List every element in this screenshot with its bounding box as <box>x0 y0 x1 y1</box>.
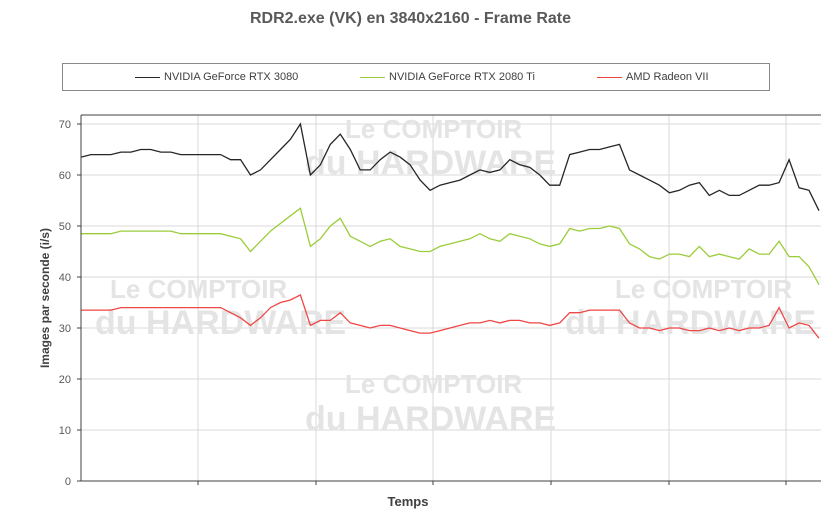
legend-label: AMD Radeon VII <box>626 71 709 83</box>
legend-item-rtx3080: NVIDIA GeForce RTX 3080 <box>135 71 298 83</box>
y-tick-label: 60 <box>59 170 71 182</box>
y-tick-label: 30 <box>59 323 71 335</box>
watermark-line1: Le COMPTOIR <box>110 274 287 304</box>
y-tick-label: 0 <box>65 476 71 488</box>
y-tick-label: 20 <box>59 374 71 386</box>
legend-item-rtx2080ti: NVIDIA GeForce RTX 2080 Ti <box>360 71 535 83</box>
legend-label: NVIDIA GeForce RTX 2080 Ti <box>389 71 535 83</box>
legend-swatch <box>135 76 160 78</box>
x-axis-label: Temps <box>388 494 429 509</box>
series-line-1 <box>81 207 820 285</box>
legend-item-radeon-vii: AMD Radeon VII <box>597 71 709 83</box>
watermark-line1: Le COMPTOIR <box>615 274 792 304</box>
watermark-line1: Le COMPTOIR <box>345 114 522 144</box>
watermark-line2: du HARDWARE <box>95 304 346 342</box>
series-line-2 <box>81 293 820 339</box>
legend-swatch <box>597 76 622 78</box>
y-tick-label: 70 <box>59 119 71 131</box>
y-tick-label: 10 <box>59 425 71 437</box>
legend-label: NVIDIA GeForce RTX 3080 <box>164 71 299 83</box>
watermark-line2: du HARDWARE <box>305 400 556 438</box>
watermark-line1: Le COMPTOIR <box>345 369 522 399</box>
watermark: Le COMPTOIR du HARDWARE Le COMPTOIR du H… <box>95 114 816 438</box>
legend-swatch <box>360 76 385 78</box>
watermark-line2: du HARDWARE <box>305 144 556 182</box>
series-line-0 <box>80 122 820 211</box>
y-tick-label: 40 <box>59 272 71 284</box>
legend: NVIDIA GeForce RTX 3080 NVIDIA GeForce R… <box>62 63 770 91</box>
y-tick-label: 50 <box>59 221 71 233</box>
chart-title: RDR2.exe (VK) en 3840x2160 - Frame Rate <box>249 10 572 27</box>
y-axis-label: Images par seconde (i/s) <box>38 228 52 368</box>
